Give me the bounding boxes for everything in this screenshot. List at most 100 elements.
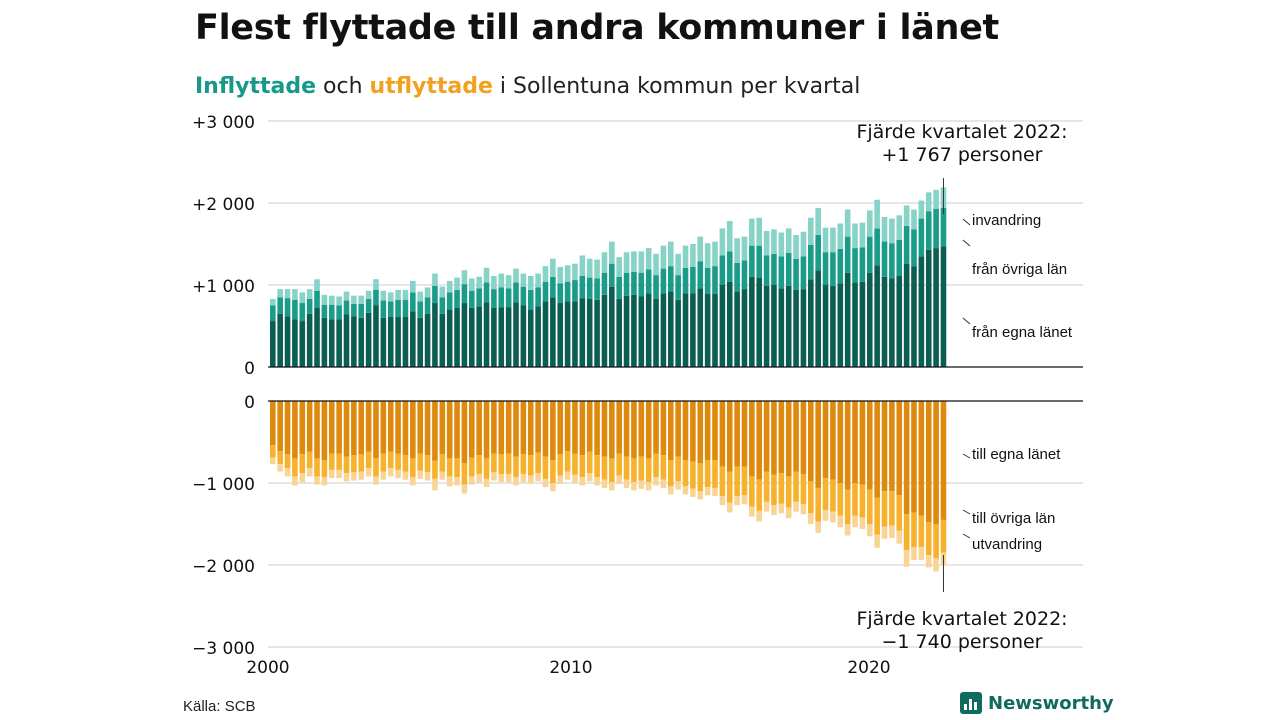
y-tick-label: 0 (244, 393, 255, 413)
bar-inflow-immigration (402, 289, 409, 300)
bar-inflow-own-county (468, 307, 475, 367)
bar-outflow-own-county (645, 401, 652, 459)
bar-outflow-other-counties (535, 452, 541, 474)
bar-outflow-other-counties (859, 484, 866, 518)
bar-inflow-immigration (321, 294, 328, 305)
bar-outflow-own-county (800, 401, 807, 474)
bar-outflow-other-counties (881, 491, 888, 527)
bar-inflow-immigration (874, 199, 880, 229)
bar-outflow-other-counties (284, 454, 291, 469)
bar-outflow-other-counties (889, 491, 895, 526)
bar-inflow-own-county (623, 295, 630, 367)
bar-outflow-own-county (572, 401, 578, 454)
bar-outflow-emigration (682, 486, 689, 495)
bar-outflow-emigration (505, 473, 512, 483)
bar-inflow-immigration (896, 215, 903, 240)
bar-inflow-immigration (535, 273, 541, 288)
bar-inflow-other-counties (749, 245, 755, 277)
bar-inflow-own-county (749, 276, 755, 367)
bar-inflow-other-counties (277, 297, 283, 314)
bar-inflow-own-county (550, 297, 556, 367)
bar-inflow-own-county (328, 319, 335, 367)
bar-inflow-own-county (866, 272, 873, 367)
bar-outflow-other-counties (645, 458, 652, 483)
bar-outflow-own-county (601, 401, 608, 457)
bar-outflow-own-county (402, 401, 409, 456)
bar-outflow-other-counties (822, 478, 829, 511)
bar-inflow-other-counties (535, 287, 541, 307)
bar-outflow-own-county (837, 401, 844, 483)
bar-inflow-own-county (380, 317, 387, 367)
bar-outflow-other-counties (800, 473, 807, 505)
bar-inflow-other-counties (579, 275, 586, 299)
bar-inflow-other-counties (881, 241, 888, 277)
chart-subtitle: Inflyttade och utflyttade i Sollentuna k… (195, 74, 860, 99)
bar-outflow-other-counties (586, 451, 593, 474)
bar-inflow-other-counties (874, 228, 880, 266)
bar-outflow-other-counties (299, 454, 306, 474)
bar-inflow-immigration (513, 268, 519, 283)
bar-outflow-own-county (859, 401, 866, 485)
bar-inflow-immigration (925, 192, 932, 212)
bar-outflow-other-counties (785, 476, 792, 508)
bar-inflow-other-counties (660, 268, 667, 294)
series-label-outflow: utvandring (972, 536, 1042, 553)
bar-inflow-immigration (483, 267, 490, 283)
y-tick-label: +2 000 (192, 195, 255, 215)
bar-inflow-own-county (314, 307, 320, 367)
bar-inflow-immigration (631, 251, 637, 272)
bar-outflow-own-county (808, 401, 814, 482)
bar-inflow-other-counties (852, 248, 858, 283)
bar-inflow-other-counties (675, 275, 681, 300)
bar-outflow-other-counties (292, 458, 298, 477)
bar-inflow-own-county (940, 246, 947, 367)
bar-outflow-emigration (491, 472, 497, 481)
bar-inflow-immigration (520, 273, 527, 287)
bar-outflow-own-county (844, 401, 851, 490)
bar-inflow-own-county (631, 294, 637, 367)
bar-outflow-emigration (623, 479, 630, 488)
bar-inflow-other-counties (822, 252, 829, 285)
bar-outflow-emigration (527, 475, 534, 484)
bar-inflow-own-county (660, 293, 667, 367)
bar-outflow-emigration (645, 482, 652, 491)
bar-inflow-other-counties (505, 288, 512, 308)
bar-inflow-immigration (292, 289, 298, 300)
bar-inflow-other-counties (520, 286, 527, 306)
bar-outflow-own-county (557, 401, 564, 455)
x-tick-label: 2010 (549, 658, 592, 678)
bar-outflow-emigration (778, 503, 785, 514)
bar-outflow-other-counties (609, 458, 615, 483)
bar-outflow-other-counties (594, 455, 600, 478)
chart-title: Flest flyttade till andra kommuner i län… (195, 8, 999, 48)
bar-outflow-own-county (365, 401, 372, 452)
bar-outflow-other-counties (432, 460, 438, 479)
bar-outflow-emigration (550, 483, 556, 492)
bar-outflow-own-county (896, 401, 903, 496)
bar-outflow-other-counties (395, 453, 401, 470)
bar-outflow-emigration (483, 478, 490, 488)
bar-outflow-emigration (785, 507, 792, 519)
bar-inflow-own-county (697, 288, 704, 367)
bar-outflow-emigration (734, 496, 740, 506)
bar-inflow-own-county (491, 307, 497, 367)
bar-outflow-other-counties (719, 466, 726, 497)
bar-outflow-own-county (454, 401, 460, 459)
bar-inflow-own-county (896, 275, 903, 367)
bar-outflow-other-counties (918, 515, 925, 547)
bar-outflow-own-county (719, 401, 726, 467)
bar-outflow-other-counties (336, 453, 342, 470)
bar-outflow-own-county (439, 401, 446, 455)
bar-outflow-other-counties (778, 473, 785, 504)
bar-inflow-immigration (911, 209, 917, 230)
brand-logo[interactable]: Newsworthy (960, 692, 1114, 714)
bar-outflow-own-county (830, 401, 836, 480)
bar-outflow-other-counties (763, 471, 770, 502)
bar-outflow-emigration (557, 475, 564, 484)
bar-outflow-own-county (697, 401, 704, 464)
bar-outflow-other-counties (756, 479, 763, 511)
bar-outflow-own-county (734, 401, 740, 467)
bar-inflow-own-county (535, 306, 541, 367)
bar-outflow-emigration (830, 511, 836, 523)
bar-inflow-other-counties (889, 243, 895, 279)
